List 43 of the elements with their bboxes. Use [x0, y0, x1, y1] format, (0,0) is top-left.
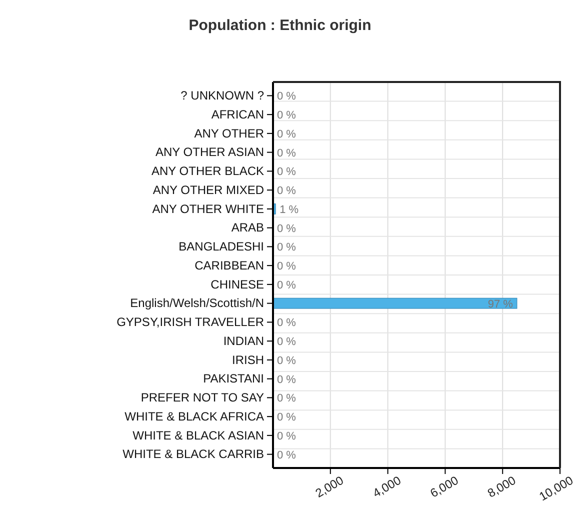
- annotation: 1 %: [280, 204, 299, 216]
- x-tick-label: 4,000: [370, 473, 404, 500]
- annotation: 0 %: [277, 412, 296, 424]
- y-tick-label: ARAB: [231, 220, 264, 235]
- y-tick-label: English/Welsh/Scottish/N: [130, 296, 264, 310]
- y-tick-label: ANY OTHER BLACK: [152, 164, 264, 178]
- annotation: 0 %: [277, 374, 296, 386]
- y-tick-label: PAKISTANI: [203, 372, 264, 386]
- annotation: 0 %: [277, 90, 296, 103]
- annotation: 0 %: [277, 336, 296, 348]
- annotation: 0 %: [277, 110, 296, 122]
- annotation: 0 %: [277, 449, 296, 462]
- annotation: 0 %: [277, 260, 296, 273]
- annotation: 0 %: [277, 222, 296, 235]
- y-tick-label: AFRICAN: [211, 107, 264, 122]
- annotation: 0 %: [277, 430, 296, 442]
- x-tick-label: 6,000: [428, 473, 462, 500]
- annotation: 0 %: [277, 317, 296, 330]
- annotation: 97 %: [488, 298, 514, 310]
- y-tick-label: ANY OTHER MIXED: [152, 182, 264, 197]
- y-tick-label: WHITE & BLACK CARRIB: [122, 447, 264, 462]
- y-tick-label: CARIBBEAN: [194, 258, 264, 272]
- annotation: 0 %: [277, 242, 296, 254]
- y-tick-label: INDIAN: [223, 334, 264, 348]
- y-tick-label: PREFER NOT TO SAY: [140, 390, 264, 405]
- y-tick-label: WHITE & BLACK ASIAN: [132, 428, 264, 442]
- y-tick-label: IRISH: [232, 352, 264, 367]
- y-tick-label: BANGLADESHI: [178, 240, 264, 254]
- y-tick-label: ANY OTHER ASIAN: [156, 145, 264, 160]
- annotation: 0 %: [277, 354, 296, 367]
- y-tick-label: GYPSY,IRISH TRAVELLER: [116, 315, 264, 330]
- y-tick-label: WHITE & BLACK AFRICA: [124, 409, 264, 424]
- annotation: 0 %: [277, 279, 296, 292]
- y-tick-label: CHINESE: [210, 277, 264, 292]
- y-tick-label: ANY OTHER: [194, 126, 264, 140]
- chart-title: Population : Ethnic origin: [188, 17, 372, 34]
- annotation: 0 %: [277, 147, 296, 160]
- y-tick-label: ANY OTHER WHITE: [152, 202, 264, 216]
- annotation: 0 %: [277, 392, 296, 405]
- annotation: 0 %: [277, 128, 296, 140]
- annotation: 0 %: [277, 185, 296, 198]
- annotation: 0 %: [277, 166, 296, 178]
- y-tick-label: ? UNKNOWN ?: [180, 88, 264, 103]
